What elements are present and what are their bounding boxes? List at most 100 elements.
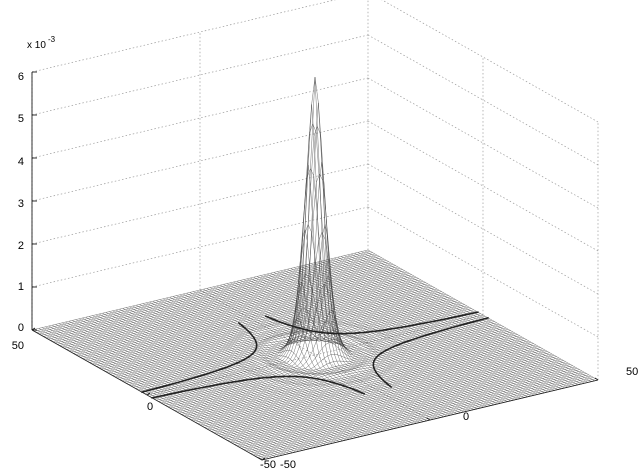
mesh-line-y (209, 224, 441, 418)
mesh-line-y (95, 314, 326, 445)
mesh-line-y (300, 265, 531, 397)
mesh-line-y (347, 254, 578, 385)
x-tick-label-50: 50 (626, 366, 638, 378)
mesh-line-y (361, 251, 592, 382)
mesh-line-y (283, 269, 515, 401)
y-tick-mark (146, 392, 151, 396)
mesh-line-y (173, 296, 404, 427)
mesh-line-y (89, 316, 320, 447)
mesh-line-y (199, 77, 431, 421)
surface-mesh (31, 77, 599, 461)
x-tick-label-0: 0 (463, 411, 469, 423)
mesh-line-y (82, 317, 313, 449)
mesh-line-y (263, 274, 494, 405)
z-tick-label-1: 1 (18, 281, 24, 293)
mesh-line-y (85, 317, 316, 448)
mesh-line-y (55, 324, 286, 455)
mesh-line-y (75, 319, 306, 450)
mesh-line-y (351, 253, 582, 385)
y-tick-mark (261, 457, 266, 461)
mesh-line-y (257, 276, 488, 407)
mesh-line-y (99, 313, 330, 445)
mesh-line-y (253, 277, 484, 408)
mesh-line-y (159, 299, 390, 430)
mesh-line-y (357, 252, 589, 383)
mesh-line-y (310, 263, 541, 394)
mesh-line-y (156, 300, 387, 431)
mesh-line-y (341, 256, 572, 387)
mesh-line-y (233, 281, 464, 413)
valley-curve (372, 316, 489, 389)
mesh-line-y (246, 278, 478, 409)
mesh-line-y (129, 306, 360, 437)
mesh-line-y (304, 265, 535, 396)
y-tick-label-50: 50 (12, 340, 24, 352)
mesh-line-y (146, 302, 377, 433)
mesh-line-y (240, 280, 471, 411)
grid-line-back-left-z (31, 0, 336, 73)
mesh-line-y (65, 321, 296, 453)
y-tick-mark (31, 327, 36, 331)
mesh-line-y (136, 305, 367, 436)
y-tick-label-0: 0 (147, 401, 153, 413)
mesh-line-y (337, 257, 568, 388)
mesh-line-y (162, 298, 394, 429)
mesh-line-y (314, 262, 545, 393)
mesh-line-y (206, 161, 437, 419)
mesh-line-y (213, 275, 444, 417)
mesh-line-y (220, 285, 451, 416)
mesh-line-y (277, 271, 508, 402)
mesh-line-y (109, 311, 340, 442)
mesh-line-y (38, 328, 269, 459)
mesh-line-y (196, 104, 427, 421)
mesh-line-y (169, 297, 400, 428)
mesh-line-y (132, 305, 363, 437)
mesh-line-y (41, 327, 273, 458)
mesh-line-y (193, 165, 424, 422)
valley-curve (141, 321, 258, 394)
mesh-line-y (48, 325, 279, 457)
mesh-line-y (223, 284, 454, 415)
mesh-line-y (31, 329, 263, 461)
z-tick-label-3: 3 (18, 198, 24, 210)
mesh-line-y (122, 308, 353, 439)
z-tick-label-4: 4 (18, 156, 24, 168)
mesh-line-y (250, 277, 481, 409)
mesh-line-y (287, 269, 518, 400)
mesh-line-y (176, 295, 407, 426)
mesh-line-y (290, 268, 521, 399)
mesh-line-y (270, 273, 501, 404)
mesh-line-y (334, 257, 565, 389)
mesh-line-y (293, 267, 525, 398)
mesh-line-y (273, 272, 505, 403)
mesh-line-y (203, 102, 434, 420)
mesh-line-y (330, 258, 562, 389)
z-tick-label-0: 0 (18, 322, 24, 334)
mesh-line-y (68, 321, 300, 452)
mesh-line-y (105, 312, 337, 443)
mesh-line-y (125, 307, 357, 438)
mesh-line-y (317, 261, 548, 393)
mesh-line-y (236, 281, 468, 412)
mesh-line-y (324, 260, 555, 391)
mesh-line-y (58, 323, 289, 454)
mesh-line-y (152, 301, 384, 432)
mesh-line-y (344, 255, 575, 386)
z-tick-label-6: 6 (18, 71, 24, 83)
mesh-line-y (307, 264, 538, 395)
mesh-line-y (119, 309, 350, 440)
mesh-line-y (280, 270, 511, 401)
z-exponent-power: -3 (48, 35, 56, 44)
valley-curve (264, 311, 479, 335)
mesh-line-y (260, 275, 491, 406)
mesh-line-y (327, 259, 558, 390)
z-tick-label-5: 5 (18, 113, 24, 125)
mesh-line-y (297, 266, 528, 397)
mesh-line-y (149, 301, 380, 433)
mesh-line-y (320, 261, 552, 392)
y-tick-label-minus-50: -50 (260, 459, 276, 470)
mesh-line-y (102, 313, 333, 444)
x-tick-label-minus-50: -50 (280, 459, 296, 470)
mesh-line-y (115, 309, 347, 441)
